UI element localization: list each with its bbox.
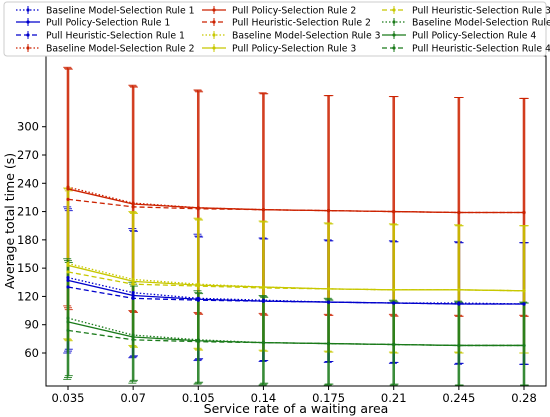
data-point [131,293,135,298]
y-tick-label: 60 [24,346,39,360]
series-line [67,264,525,292]
x-tick-label: 0.175 [312,391,345,405]
y-axis-label: Average total time (s) [2,153,17,289]
data-point [66,328,70,332]
legend-marker [212,33,216,37]
data-point [66,285,70,289]
x-tick-label: 0.07 [120,391,146,405]
y-axis-ticks: 60 90 120 150 180 210 240 270 300 [17,120,46,360]
data-point [457,302,461,306]
data-point [66,270,70,274]
y-tick-label: 150 [17,261,39,275]
data-point [457,343,461,348]
data-point [131,335,135,339]
x-tick-label: 0.28 [511,391,537,405]
legend-label: Pull Heuristic-Selection Rule 4 [412,44,550,55]
x-axis-label: Service rate of a waiting area [204,401,389,416]
legend-marker [392,46,396,50]
data-point [196,298,200,302]
data-point [326,341,331,346]
data-point [392,301,396,305]
legend-label: Pull Policy-Selection Rule 2 [232,6,356,17]
data-point [66,320,70,324]
data-point [392,209,396,214]
y-tick-label: 210 [17,205,39,219]
series-lines [66,185,526,348]
data-point [392,288,396,292]
x-tick-label: 0.245 [442,391,475,405]
data-point [326,287,331,291]
series-line [67,198,524,214]
legend-marker [392,33,396,37]
series-line [67,329,524,347]
legend-label: Baseline Model-Selection Rule 4 [412,18,550,29]
legend-label: Pull Policy-Selection Rule 3 [232,44,356,55]
legend-label: Pull Heuristic-Selection Rule 3 [412,6,550,17]
series-line [67,279,524,305]
data-point [131,282,135,286]
data-point [326,209,331,213]
legend-label: Pull Heuristic-Selection Rule 1 [46,31,185,42]
data-point [66,263,70,267]
legend-label: Pull Policy-Selection Rule 1 [46,18,170,29]
data-point [131,279,135,283]
data-point [66,316,70,320]
legend-marker [212,20,216,24]
x-tick-label: 0.105 [182,391,215,405]
data-point [131,202,135,206]
data-point [522,343,526,348]
data-point [392,342,396,347]
legend-marker [26,20,30,24]
y-tick-label: 120 [17,289,39,303]
legend-marker [392,8,396,12]
y-tick-label: 270 [17,148,39,162]
x-tick-label: 0.035 [52,391,85,405]
legend-marker [26,8,30,12]
x-axis-ticks: 0.035 0.07 0.105 0.14 0.175 0.21 0.245 0.28 [52,386,537,405]
data-point [131,296,135,300]
data-point [196,340,200,344]
legend-marker [212,8,216,12]
x-tick-label: 0.14 [251,391,277,405]
data-point [66,197,70,201]
data-point [457,210,461,215]
legend-frame [3,1,547,57]
data-point [66,275,70,280]
y-tick-label: 240 [17,176,39,190]
data-point [457,288,461,292]
data-point [66,187,70,191]
data-point [522,210,526,215]
x-tick-label: 0.21 [381,391,407,405]
data-point [196,207,200,211]
data-point [66,278,70,282]
data-point [261,208,266,212]
legend-label: Baseline Model-Selection Rule 1 [46,6,195,17]
legend-marker [26,33,30,37]
legend-marker [212,46,216,50]
data-point [131,338,135,342]
data-point [261,341,266,345]
series-line [67,276,525,305]
legend-label: Pull Heuristic-Selection Rule 2 [232,18,371,29]
data-point [261,286,266,290]
data-point [522,289,526,293]
y-tick-label: 180 [17,233,39,247]
data-point [522,302,526,306]
legend-label: Baseline Model-Selection Rule 2 [46,44,195,55]
data-point [326,300,331,304]
legend-label: Pull Policy-Selection Rule 4 [412,31,536,42]
legend-marker [392,20,396,24]
y-tick-label: 300 [17,120,39,134]
data-point [131,291,135,295]
legend-marker [26,46,30,50]
y-tick-label: 90 [24,318,39,332]
legend-label: Baseline Model-Selection Rule 3 [232,31,381,42]
data-point [131,205,135,209]
data-point [261,299,266,303]
series-line [67,286,524,305]
data-point [196,284,200,288]
